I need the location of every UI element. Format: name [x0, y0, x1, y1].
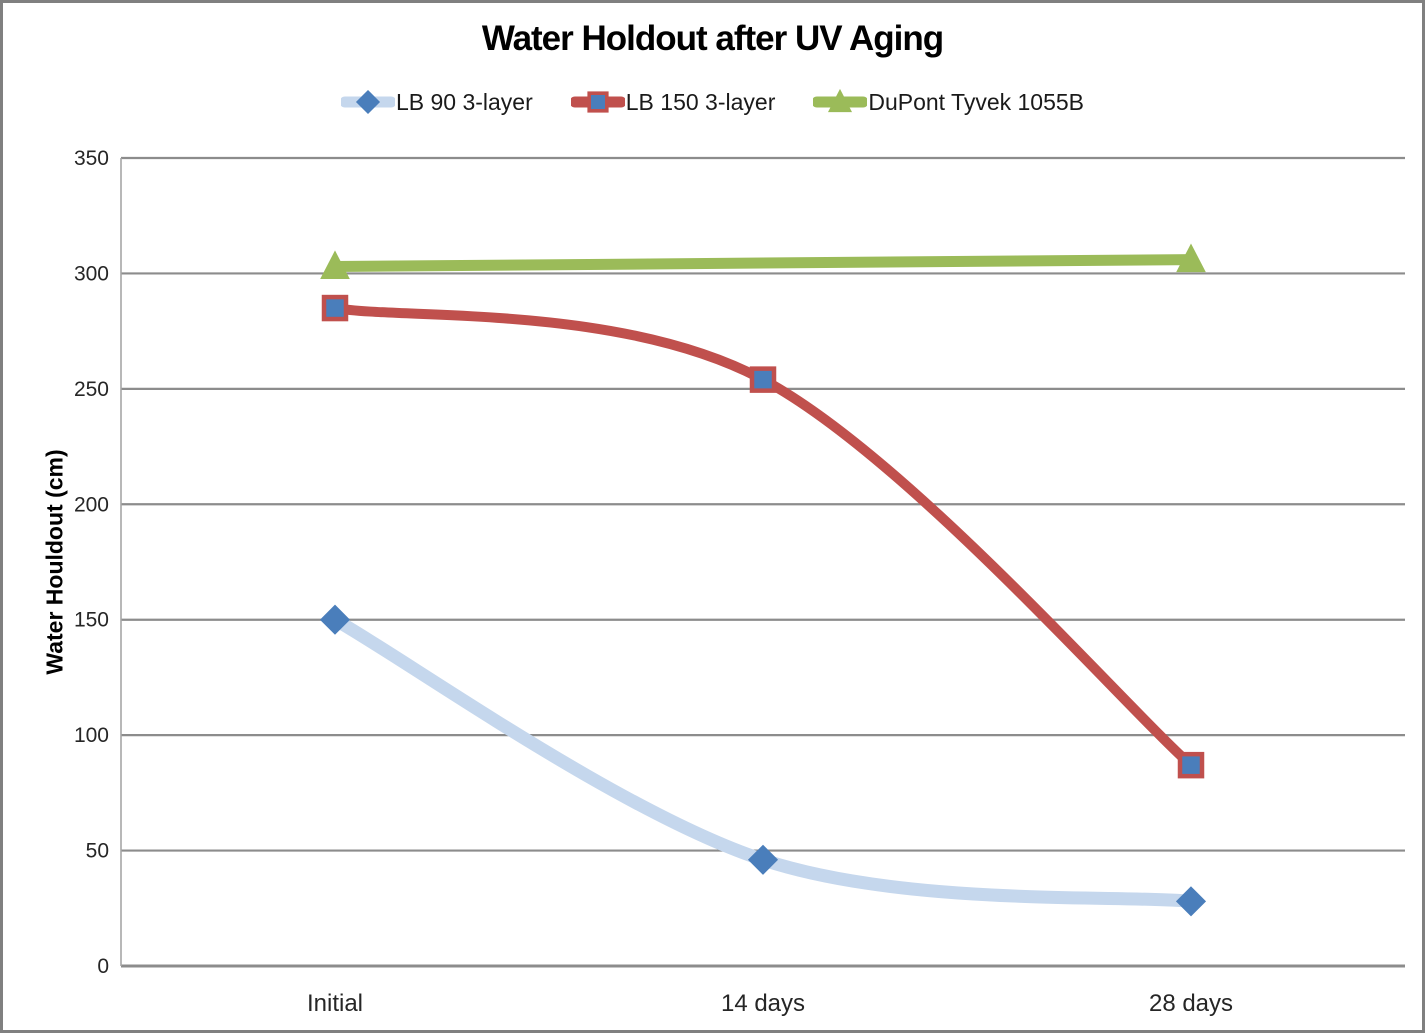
x-tick-label: Initial	[307, 990, 363, 1017]
y-tick-label: 0	[97, 955, 109, 978]
y-tick-label: 150	[74, 609, 109, 632]
plot-area: 0 50 100 150 200 250 300 350 Initial 14 days 28 da…	[74, 147, 1405, 1017]
y-tick-label: 100	[74, 724, 109, 747]
legend-label: LB 90 3-layer	[395, 88, 533, 115]
chart-title: Water Holdout after UV Aging	[481, 19, 944, 58]
y-tick-label: 350	[74, 147, 109, 170]
legend-label: LB 150 3-layer	[625, 88, 776, 115]
x-tick-label: 28 days	[1149, 990, 1233, 1017]
triangle-marker	[828, 88, 853, 113]
square-marker	[321, 294, 349, 322]
square-marker	[587, 91, 609, 113]
y-tick-label: 300	[74, 262, 109, 285]
legend-square-icon	[570, 91, 625, 113]
legend: LB 90 3-layer LB 150 3-layer DuPont Tyvek …	[3, 87, 1422, 117]
square-marker	[749, 366, 777, 393]
y-tick-label: 50	[86, 840, 109, 863]
legend-item-2: DuPont Tyvek 1055B	[813, 87, 1084, 117]
y-tick-label: 250	[74, 378, 109, 401]
legend-triangle-icon	[813, 88, 868, 113]
diamond-marker	[319, 604, 351, 635]
y-tick-label: 200	[74, 493, 109, 516]
triangle-marker	[320, 250, 350, 280]
legend-diamond-icon	[340, 89, 395, 115]
diamond-marker	[747, 844, 779, 875]
series-line-2	[329, 254, 1197, 273]
legend-item-1: LB 150 3-layer	[570, 87, 776, 117]
square-marker	[1177, 751, 1205, 779]
diamond-marker	[1175, 886, 1207, 917]
legend-label: DuPont Tyvek 1055B	[868, 88, 1085, 115]
triangle-marker	[1176, 243, 1206, 273]
diamond-marker	[355, 89, 381, 115]
legend-item-0: LB 90 3-layer	[340, 87, 533, 117]
x-tick-label: 14 days	[721, 990, 805, 1017]
